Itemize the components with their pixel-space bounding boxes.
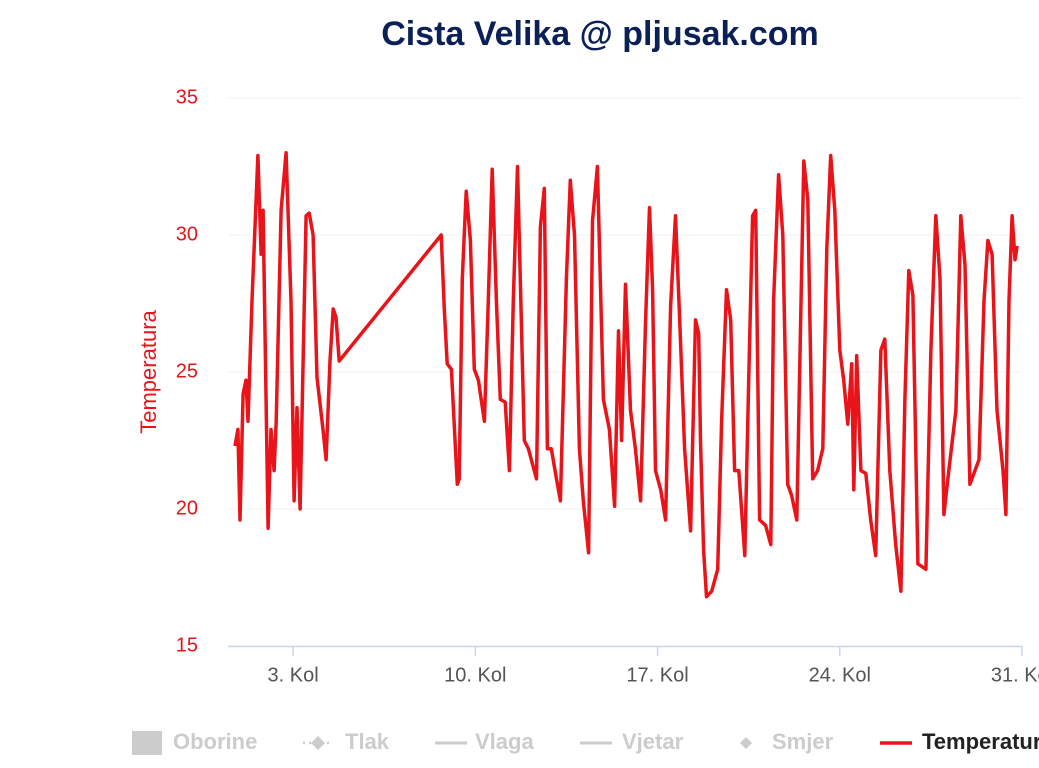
chart-title: Cista Velika @ pljusak.com — [381, 15, 819, 53]
legend-label[interactable]: Tlak — [345, 729, 390, 754]
x-tick-label: 3. Kol — [268, 664, 319, 686]
x-tick-label: 24. Kol — [809, 664, 871, 686]
legend-label[interactable]: Smjer — [772, 729, 834, 754]
x-tick-label: 31. Kol — [991, 664, 1039, 686]
x-tick-label: 17. Kol — [626, 664, 688, 686]
legend-label[interactable]: Temperatura — [922, 729, 1039, 754]
legend-symbol — [311, 736, 325, 750]
x-tick-label: 10. Kol — [444, 664, 506, 686]
y-tick-label: 30 — [176, 223, 198, 245]
legend-symbol — [132, 731, 162, 755]
legend-label[interactable]: Vlaga — [475, 729, 534, 754]
legend-label[interactable]: Vjetar — [622, 729, 684, 754]
y-tick-label: 25 — [176, 360, 198, 382]
legend-label[interactable]: Oborine — [173, 729, 257, 754]
y-tick-label: 15 — [176, 634, 198, 656]
legend-symbol — [740, 737, 752, 749]
y-tick-label: 20 — [176, 497, 198, 519]
temperature-line — [233, 151, 1019, 599]
y-tick-label: 35 — [176, 86, 198, 108]
y-axis-label: Temperatura — [136, 309, 161, 433]
